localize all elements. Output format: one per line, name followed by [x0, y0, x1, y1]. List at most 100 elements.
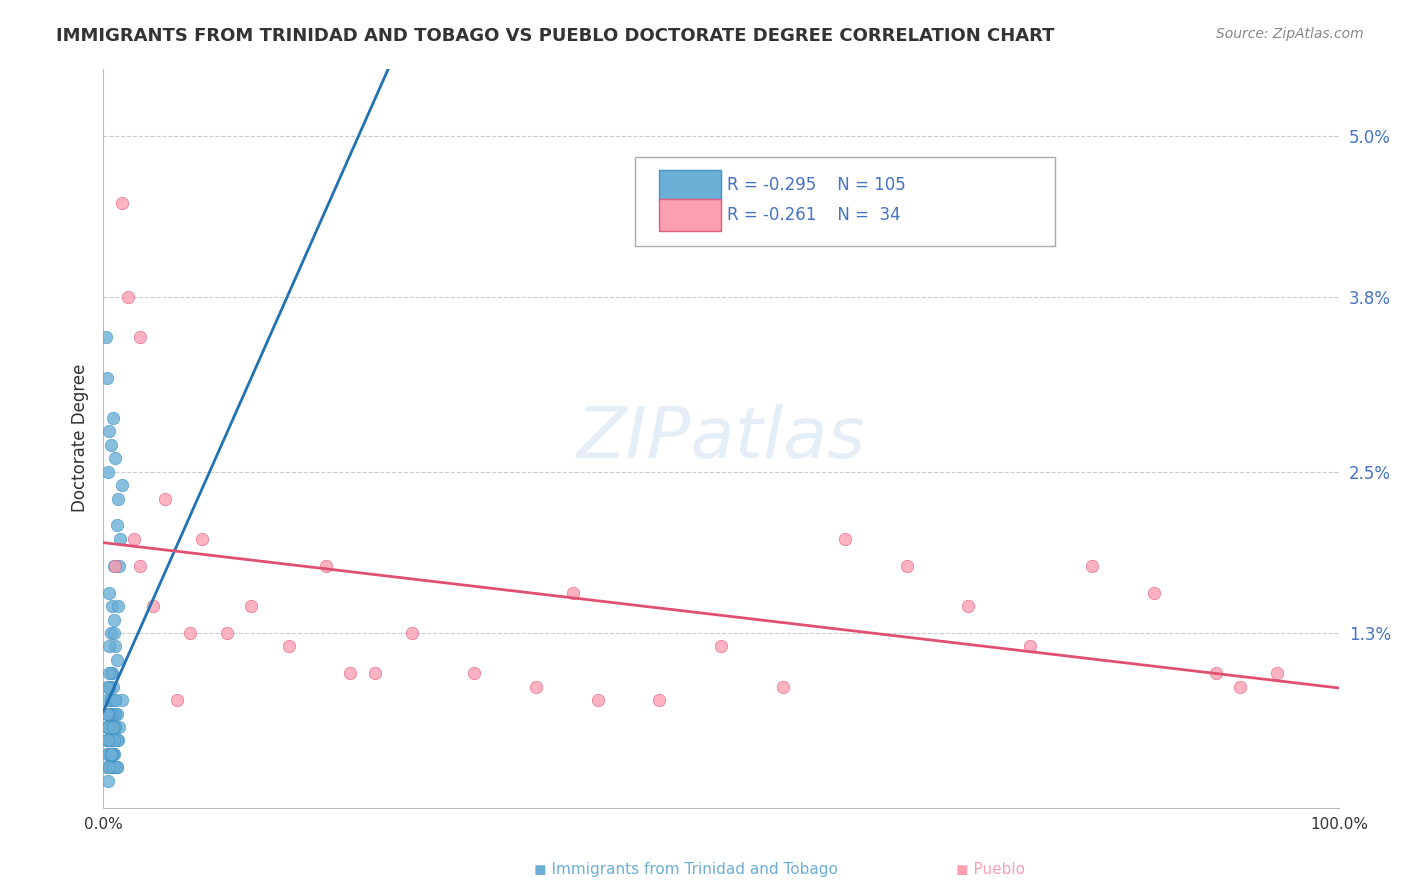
Point — [105, 653, 128, 667]
Point — [101, 747, 124, 761]
Point — [103, 613, 125, 627]
Point — [96, 693, 118, 707]
Point — [105, 760, 128, 774]
Point — [101, 747, 124, 761]
Point — [104, 558, 127, 573]
Point — [97, 733, 120, 747]
Point — [1229, 680, 1251, 694]
Text: ◼ Pueblo: ◼ Pueblo — [956, 863, 1025, 877]
Point — [107, 733, 129, 747]
Point — [105, 706, 128, 721]
Point — [957, 599, 980, 613]
Point — [101, 747, 124, 761]
Point — [97, 465, 120, 479]
Point — [97, 733, 120, 747]
Point — [117, 290, 139, 304]
Point — [1267, 666, 1289, 681]
Point — [104, 720, 127, 734]
Point — [96, 680, 118, 694]
Point — [96, 706, 118, 721]
Point — [586, 693, 609, 707]
Point — [103, 706, 125, 721]
Point — [104, 451, 127, 466]
Point — [129, 558, 152, 573]
Point — [101, 720, 124, 734]
Text: R = -0.295    N = 105: R = -0.295 N = 105 — [727, 177, 905, 194]
Point — [98, 666, 121, 681]
Point — [104, 720, 127, 734]
Y-axis label: Doctorate Degree: Doctorate Degree — [72, 364, 89, 512]
Point — [105, 518, 128, 533]
Point — [108, 558, 131, 573]
Point — [100, 693, 122, 707]
Point — [98, 680, 121, 694]
Point — [97, 747, 120, 761]
Point — [101, 706, 124, 721]
Point — [122, 532, 145, 546]
Point — [179, 626, 201, 640]
Point — [104, 640, 127, 654]
Point — [100, 747, 122, 761]
Point — [100, 626, 122, 640]
Point — [107, 599, 129, 613]
Point — [166, 693, 188, 707]
Point — [100, 733, 122, 747]
Point — [98, 760, 121, 774]
Point — [105, 760, 128, 774]
Point — [896, 558, 918, 573]
Point — [107, 491, 129, 506]
FancyBboxPatch shape — [659, 199, 721, 231]
Point — [648, 693, 671, 707]
Point — [103, 733, 125, 747]
Point — [96, 760, 118, 774]
Point — [103, 626, 125, 640]
Point — [103, 747, 125, 761]
Point — [100, 747, 122, 761]
Point — [101, 411, 124, 425]
Point — [96, 370, 118, 384]
Point — [98, 640, 121, 654]
Point — [98, 425, 121, 439]
Text: IMMIGRANTS FROM TRINIDAD AND TOBAGO VS PUEBLO DOCTORATE DEGREE CORRELATION CHART: IMMIGRANTS FROM TRINIDAD AND TOBAGO VS P… — [56, 27, 1054, 45]
Point — [111, 693, 134, 707]
Point — [101, 760, 124, 774]
Point — [96, 733, 118, 747]
Point — [100, 693, 122, 707]
Point — [129, 330, 152, 344]
Point — [401, 626, 423, 640]
Point — [101, 747, 124, 761]
FancyBboxPatch shape — [659, 169, 721, 202]
Point — [103, 720, 125, 734]
Point — [98, 720, 121, 734]
Point — [98, 585, 121, 599]
Point — [104, 693, 127, 707]
Point — [98, 706, 121, 721]
Point — [101, 760, 124, 774]
Point — [104, 693, 127, 707]
Point — [98, 680, 121, 694]
Point — [97, 720, 120, 734]
Point — [103, 720, 125, 734]
Point — [98, 733, 121, 747]
Point — [104, 760, 127, 774]
Point — [103, 558, 125, 573]
Point — [101, 747, 124, 761]
Point — [101, 733, 124, 747]
Point — [339, 666, 361, 681]
Point — [101, 733, 124, 747]
Point — [101, 680, 124, 694]
Point — [100, 733, 122, 747]
Point — [101, 760, 124, 774]
Point — [98, 680, 121, 694]
Point — [101, 666, 124, 681]
Point — [94, 330, 117, 344]
Point — [100, 760, 122, 774]
Point — [100, 666, 122, 681]
Point — [97, 733, 120, 747]
Point — [96, 720, 118, 734]
Point — [101, 599, 124, 613]
Point — [108, 720, 131, 734]
Text: ◼ Immigrants from Trinidad and Tobago: ◼ Immigrants from Trinidad and Tobago — [534, 863, 838, 877]
Point — [101, 747, 124, 761]
Text: R = -0.261    N =  34: R = -0.261 N = 34 — [727, 206, 901, 224]
